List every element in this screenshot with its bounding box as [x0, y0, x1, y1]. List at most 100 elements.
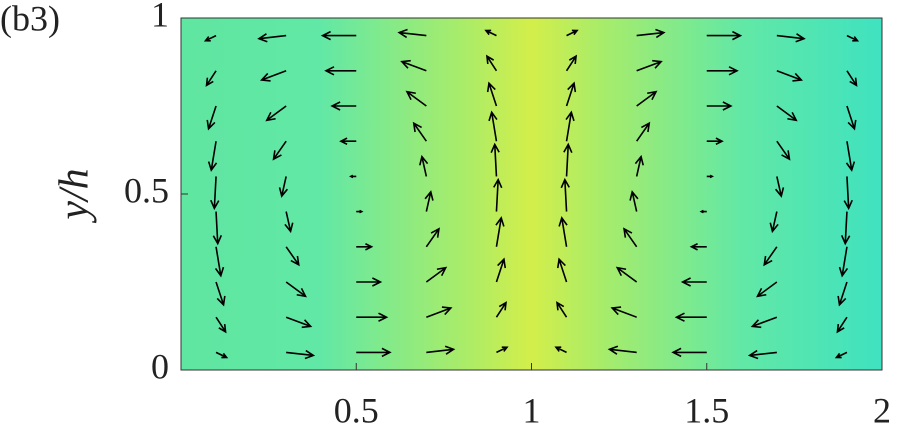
arrow — [623, 227, 638, 248]
arrow — [554, 346, 567, 354]
arrow — [424, 190, 434, 212]
arrow — [846, 34, 860, 42]
arrow — [257, 33, 287, 43]
arrow — [493, 177, 503, 212]
arrow — [634, 154, 644, 177]
arrow — [324, 66, 357, 76]
arrow — [495, 257, 507, 283]
panel-label: (b3) — [0, 0, 60, 38]
arrow — [750, 316, 778, 329]
arrow — [488, 110, 498, 142]
arrow — [356, 209, 364, 214]
arrow — [689, 243, 707, 251]
arrow — [756, 281, 778, 298]
arrow — [356, 277, 383, 287]
arrow — [560, 177, 570, 212]
arrow — [486, 81, 498, 107]
arrow — [330, 101, 357, 111]
arrow — [674, 312, 707, 322]
arrow — [846, 70, 858, 87]
arrow — [214, 246, 225, 278]
arrow — [349, 174, 357, 179]
arrow — [207, 141, 218, 172]
arrow — [763, 246, 778, 267]
arrow — [706, 30, 743, 41]
arrow — [203, 34, 217, 42]
arrow — [205, 70, 217, 87]
arrow — [212, 211, 223, 246]
arrow — [215, 316, 227, 334]
arrow — [837, 281, 848, 307]
arrow — [843, 176, 853, 211]
x-tick-label: 0.5 — [334, 390, 379, 430]
arrow — [776, 105, 798, 122]
arrow — [272, 140, 287, 161]
arrow — [845, 141, 856, 172]
arrow — [565, 110, 575, 142]
arrow — [259, 70, 287, 82]
arrow — [747, 349, 777, 360]
arrow — [284, 211, 294, 234]
arrow — [278, 176, 289, 198]
arrow — [563, 142, 573, 177]
arrow — [397, 28, 427, 39]
arrow — [769, 211, 779, 234]
arrow — [834, 351, 848, 359]
arrow — [286, 349, 316, 360]
arrow — [566, 29, 579, 37]
arrow — [699, 209, 707, 214]
arrow — [215, 281, 226, 307]
arrow — [636, 59, 663, 72]
arrow — [706, 66, 739, 76]
arrow — [846, 105, 857, 131]
arrow — [840, 211, 851, 246]
arrow — [484, 29, 497, 37]
arrow — [495, 301, 507, 318]
arrow — [215, 351, 229, 359]
arrow — [706, 174, 714, 179]
arrow — [412, 121, 428, 142]
y-tick-label: 0.5 — [124, 170, 169, 210]
arrow — [680, 277, 707, 287]
arrow — [636, 28, 666, 39]
arrow — [838, 246, 849, 278]
arrow — [629, 190, 639, 212]
arrow — [356, 347, 392, 358]
arrow — [565, 81, 577, 107]
arrow — [776, 70, 804, 82]
arrow — [356, 243, 374, 251]
arrow — [671, 347, 707, 358]
arrow — [706, 137, 724, 145]
arrow — [776, 140, 791, 161]
y-tick-label: 1 — [151, 0, 169, 34]
arrow — [339, 137, 357, 145]
arrow — [485, 54, 498, 72]
arrow — [556, 257, 568, 283]
arrow — [558, 216, 568, 247]
x-tick-label: 2 — [873, 390, 891, 430]
y-axis-label: y/h — [52, 168, 98, 223]
x-tick-label: 1.5 — [684, 390, 729, 430]
contour-background — [181, 18, 882, 370]
arrow — [776, 33, 806, 43]
arrow — [419, 154, 429, 177]
arrow — [356, 312, 389, 322]
x-tick-label: 1 — [523, 390, 541, 430]
arrow — [285, 281, 307, 298]
arrow — [425, 266, 448, 283]
arrow — [285, 246, 300, 267]
arrow — [610, 306, 637, 318]
arrow — [636, 90, 658, 107]
arrow — [206, 105, 217, 131]
arrow — [285, 316, 313, 329]
arrow — [265, 105, 287, 122]
arrow — [495, 216, 505, 247]
arrow — [400, 59, 427, 72]
arrow — [405, 90, 427, 107]
arrow — [836, 316, 848, 334]
arrow — [426, 345, 456, 355]
arrow — [556, 301, 568, 318]
arrow — [426, 306, 453, 318]
arrow — [565, 54, 578, 72]
arrow — [615, 266, 638, 283]
